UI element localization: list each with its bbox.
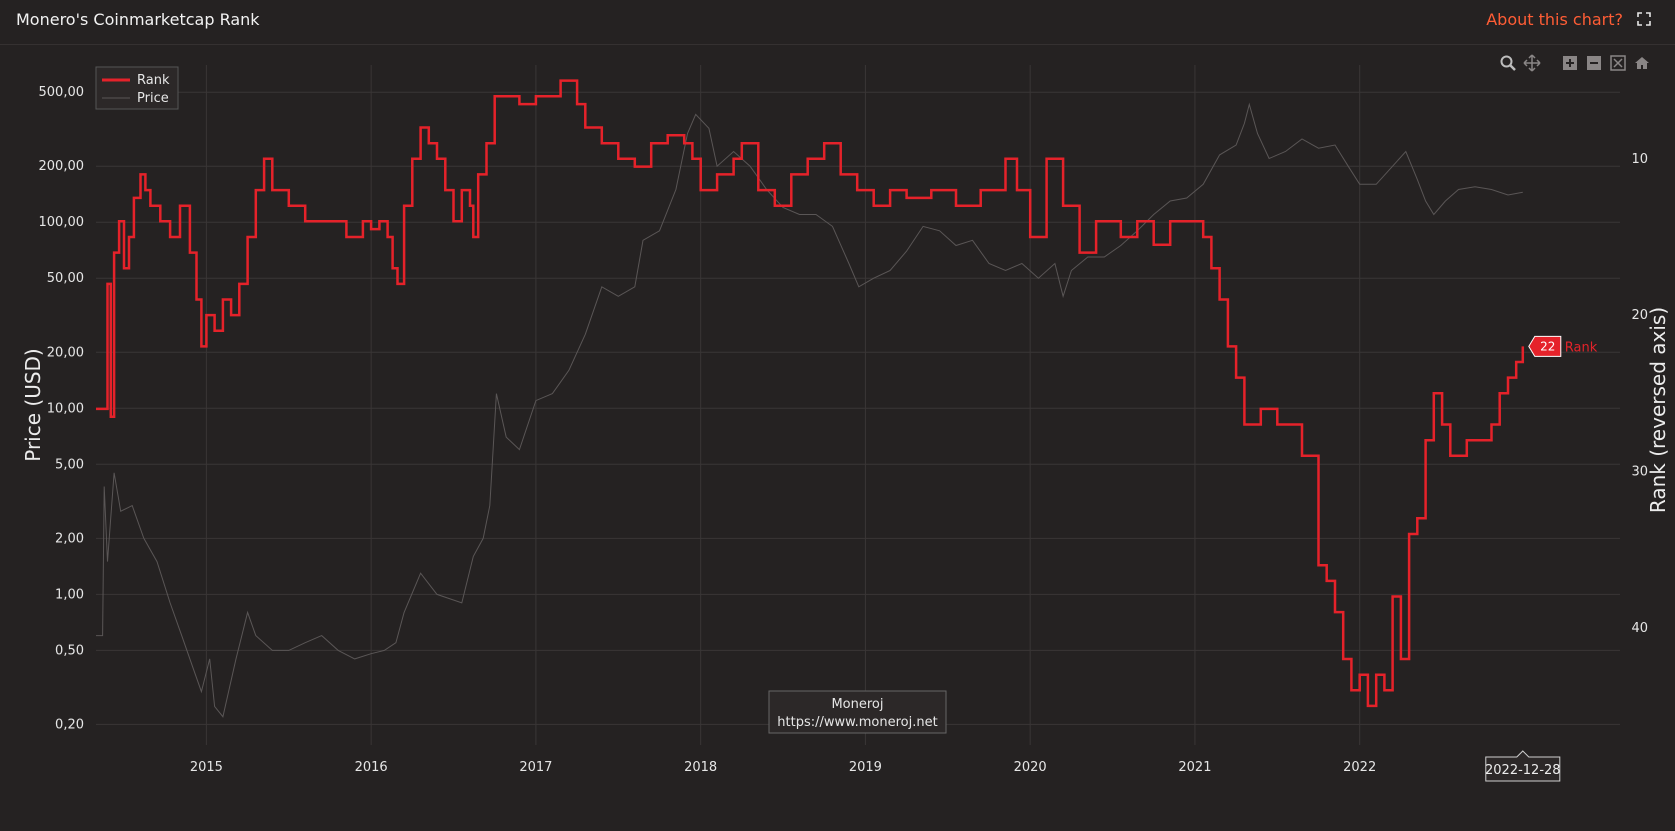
- rank-hover-value: 22: [1540, 339, 1555, 353]
- x-tick-label: 2022: [1343, 760, 1376, 775]
- y-left-tick-label: 5,00: [55, 457, 84, 472]
- gridlines: [96, 65, 1620, 745]
- y-left-axis-title: Price (USD): [21, 348, 45, 462]
- rank-line: [96, 79, 1525, 708]
- x-tick-label: 2021: [1178, 760, 1211, 775]
- legend-rank-label: Rank: [137, 73, 170, 88]
- date-hover-text: 2022-12-28: [1485, 763, 1561, 778]
- date-hover-label: 2022-12-28: [1485, 750, 1561, 782]
- watermark-box: Moneroj https://www.moneroj.net: [768, 690, 947, 734]
- y-left-tick-label: 2,00: [55, 531, 84, 546]
- y-right-ticks: 10 20 30 40: [1631, 152, 1648, 636]
- autoscale-icon[interactable]: [1609, 54, 1627, 72]
- price-line: [96, 102, 1523, 718]
- zoom-in-icon[interactable]: [1561, 54, 1579, 72]
- x-tick-label: 2016: [355, 760, 388, 775]
- y-left-tick-label: 10,00: [47, 401, 84, 416]
- y-left-tick-label: 100,00: [39, 215, 85, 230]
- x-tick-label: 2020: [1014, 760, 1047, 775]
- y-left-ticks: 0,20 0,50 1,00 2,00 5,00 10,00 20,00 50,00 100,0…: [39, 85, 85, 732]
- y-left-tick-label: 50,00: [47, 271, 84, 286]
- pan-icon[interactable]: [1523, 54, 1541, 72]
- y-left-tick-label: 0,20: [55, 717, 84, 732]
- x-ticks: 2015 2016 2017 2018 2019 2020 2021 2022: [190, 760, 1376, 775]
- fullscreen-icon[interactable]: [1637, 12, 1651, 26]
- x-tick-label: 2015: [190, 760, 223, 775]
- y-left-tick-label: 20,00: [47, 345, 84, 360]
- page-title: Monero's Coinmarketcap Rank: [16, 10, 260, 29]
- price-series: [96, 102, 1523, 718]
- chart-modebar: [1499, 54, 1651, 74]
- y-right-tick-label: 30: [1631, 464, 1648, 479]
- x-tick-label: 2018: [684, 760, 717, 775]
- watermark-line1: Moneroj: [831, 697, 883, 712]
- x-tick-label: 2019: [849, 760, 882, 775]
- legend[interactable]: Rank Price: [95, 66, 179, 110]
- about-chart-link[interactable]: About this chart?: [1486, 10, 1623, 29]
- x-tick-label: 2017: [519, 760, 552, 775]
- legend-price-label: Price: [137, 91, 169, 106]
- y-right-tick-label: 40: [1631, 621, 1648, 636]
- rank-hover-label: 22 Rank: [1528, 335, 1598, 357]
- y-right-axis-title: Rank (reversed axis): [1646, 307, 1670, 513]
- watermark-line2: https://www.moneroj.net: [777, 715, 937, 730]
- chart-header: Monero's Coinmarketcap Rank About this c…: [0, 0, 1675, 45]
- y-right-tick-label: 20: [1631, 308, 1648, 323]
- home-icon[interactable]: [1633, 54, 1651, 72]
- rank-series: [96, 79, 1525, 708]
- zoom-icon[interactable]: [1499, 54, 1517, 72]
- rank-hover-name: Rank: [1565, 340, 1598, 355]
- y-left-tick-label: 200,00: [39, 159, 85, 174]
- y-right-tick-label: 10: [1631, 152, 1648, 167]
- y-left-tick-label: 500,00: [39, 85, 85, 100]
- y-left-tick-label: 1,00: [55, 587, 84, 602]
- zoom-out-icon[interactable]: [1585, 54, 1603, 72]
- chart-area[interactable]: 0,20 0,50 1,00 2,00 5,00 10,00 20,00 50,00 100,0…: [0, 45, 1675, 827]
- y-left-tick-label: 0,50: [55, 643, 84, 658]
- rank-price-chart[interactable]: 0,20 0,50 1,00 2,00 5,00 10,00 20,00 50,00 100,0…: [0, 45, 1675, 827]
